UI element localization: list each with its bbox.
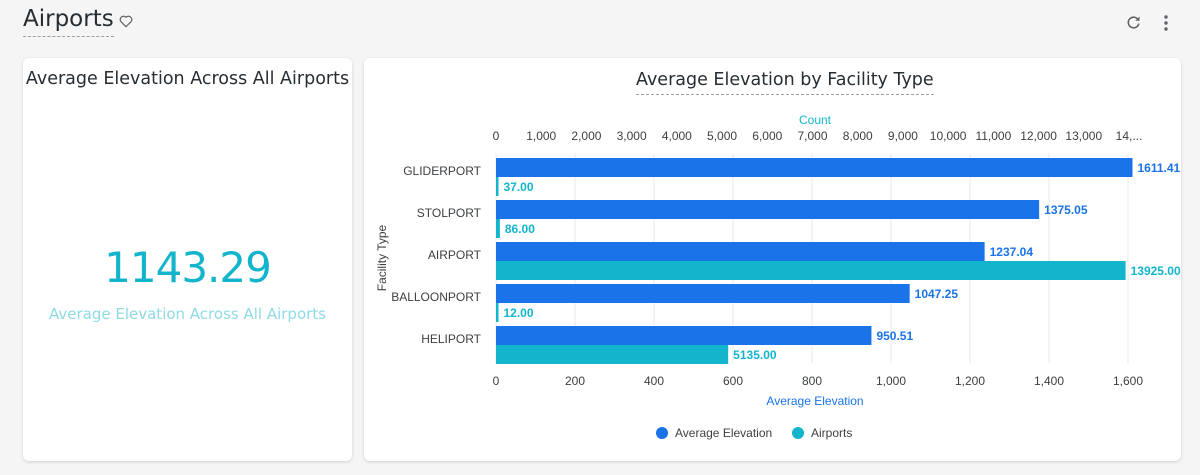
bottom-tick-label: 200 — [565, 374, 585, 388]
heart-icon[interactable] — [118, 13, 134, 29]
data-label-airports: 37.00 — [504, 180, 534, 194]
dashboard-title[interactable]: Airports — [23, 6, 114, 37]
y-axis-title: Facility Type — [375, 224, 389, 291]
bar-airports — [496, 177, 499, 196]
top-tick-label: 0 — [493, 129, 500, 143]
chart-tile-title: Average Elevation by Facility Type — [636, 70, 934, 95]
data-label-airports: 5135.00 — [733, 348, 777, 362]
top-tick-label: 9,000 — [888, 129, 918, 143]
dashboard-header: Airports — [0, 0, 1200, 50]
top-tick-label: 5,000 — [707, 129, 737, 143]
category-label: STOLPORT — [417, 206, 482, 220]
bar-chart: 0 200 400 600 800 1,000 1,200 1,400 1,600 0 1,000 2… — [375, 113, 1181, 440]
bar-average-elevation — [496, 284, 910, 303]
bar-average-elevation — [496, 326, 872, 345]
top-axis-title: Count — [799, 113, 832, 127]
bar-average-elevation — [496, 242, 985, 261]
category-label: HELIPORT — [421, 332, 481, 346]
bar-airports — [496, 219, 500, 238]
bottom-tick-label: 0 — [493, 374, 500, 388]
kpi-tile: Average Elevation Across All Airports 11… — [23, 58, 352, 461]
top-tick-label: 1,000 — [526, 129, 556, 143]
data-label-airports: 12.00 — [504, 306, 534, 320]
top-tick-label: 14,... — [1116, 129, 1143, 143]
top-tick-label: 6,000 — [752, 129, 782, 143]
bar-airports — [496, 345, 729, 364]
top-tick-label: 10,000 — [930, 129, 967, 143]
bottom-tick-label: 1,400 — [1034, 374, 1064, 388]
bottom-tick-label: 1,600 — [1113, 374, 1143, 388]
bottom-tick-label: 600 — [723, 374, 743, 388]
kpi-tile-title: Average Elevation Across All Airports — [25, 69, 350, 89]
legend-label-airports: Airports — [811, 426, 852, 440]
data-label-airports: 13925.00 — [1131, 264, 1181, 278]
top-tick-label: 4,000 — [662, 129, 692, 143]
top-tick-label: 12,000 — [1020, 129, 1057, 143]
kpi-value: 1143.29 — [104, 243, 272, 292]
top-tick-label: 8,000 — [843, 129, 873, 143]
bottom-tick-label: 400 — [644, 374, 664, 388]
bar-average-elevation — [496, 200, 1040, 219]
legend-marker-airports — [792, 427, 804, 439]
bar-chart-tile: Average Elevation by Facility Type 0 200 4… — [364, 58, 1181, 461]
reload-icon[interactable] — [1125, 14, 1142, 31]
data-label-average-elevation: 950.51 — [876, 329, 913, 343]
top-tick-label: 13,000 — [1065, 129, 1102, 143]
legend-label-average-elevation: Average Elevation — [675, 426, 772, 440]
data-label-average-elevation: 1237.04 — [990, 245, 1034, 259]
bottom-tick-label: 1,200 — [955, 374, 985, 388]
category-label: AIRPORT — [428, 248, 482, 262]
bar-airports — [496, 261, 1126, 280]
top-tick-label: 11,000 — [975, 129, 1011, 143]
bottom-axis-title: Average Elevation — [766, 394, 863, 408]
more-vert-icon[interactable] — [1158, 14, 1174, 32]
kpi-label: Average Elevation Across All Airports — [49, 305, 326, 323]
data-label-average-elevation: 1611.41 — [1138, 161, 1181, 175]
top-tick-label: 2,000 — [571, 129, 601, 143]
bottom-tick-label: 800 — [802, 374, 822, 388]
category-label: BALLOONPORT — [391, 290, 481, 304]
top-tick-label: 7,000 — [797, 129, 827, 143]
bar-airports — [496, 303, 499, 322]
top-tick-label: 3,000 — [617, 129, 647, 143]
data-label-airports: 86.00 — [505, 222, 535, 236]
bottom-tick-label: 1,000 — [876, 374, 906, 388]
bar-average-elevation — [496, 158, 1133, 177]
data-label-average-elevation: 1047.25 — [915, 287, 959, 301]
legend-marker-average-elevation — [656, 427, 668, 439]
category-label: GLIDERPORT — [403, 164, 481, 178]
data-label-average-elevation: 1375.05 — [1044, 203, 1088, 217]
